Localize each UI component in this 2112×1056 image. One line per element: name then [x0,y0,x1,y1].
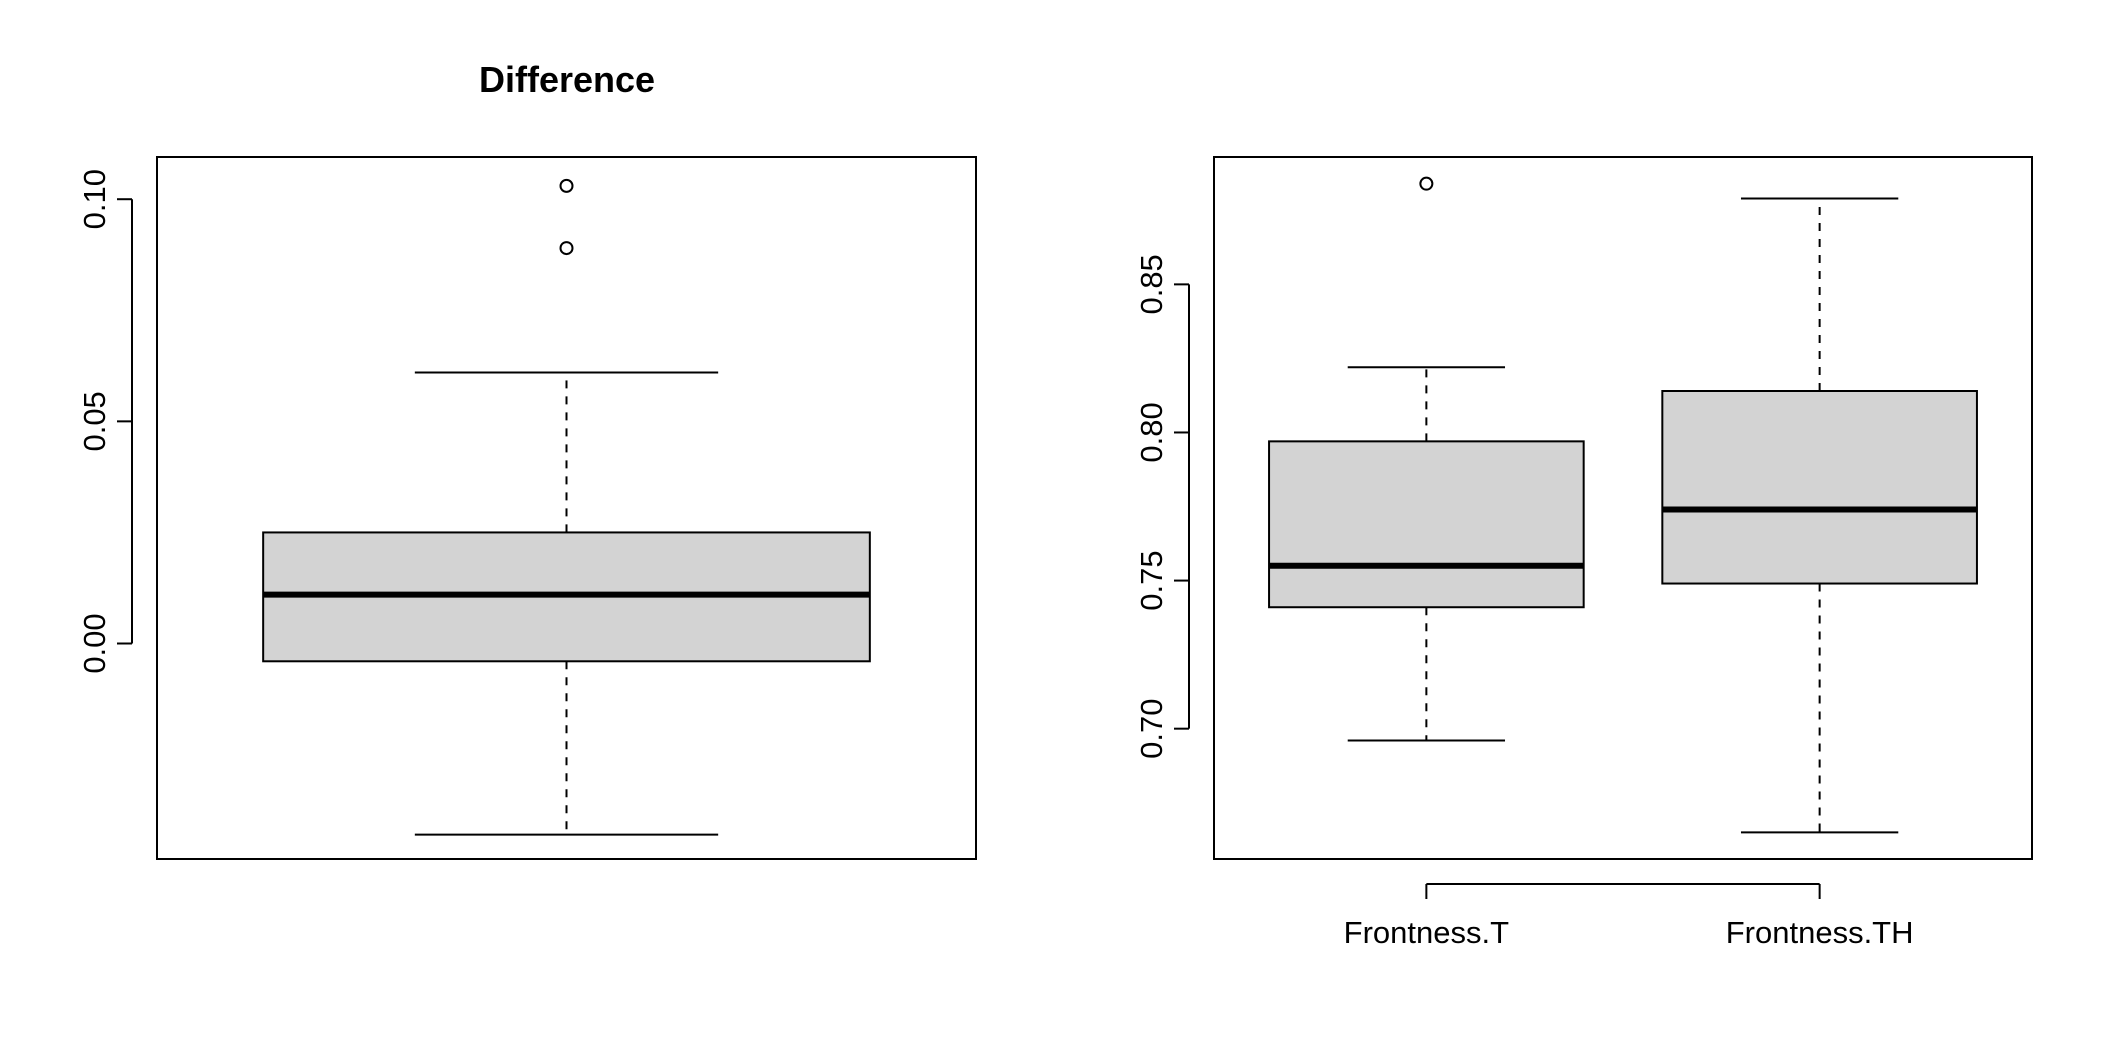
y-tick-label: 0.70 [1134,698,1169,758]
y-tick-label: 0.05 [77,391,112,451]
y-tick-label: 0.00 [77,613,112,673]
chart-title: Difference [479,59,655,100]
y-tick-label: 0.85 [1134,254,1169,314]
x-tick-label: Frontness.T [1344,915,1509,950]
interquartile-box [1661,390,1978,585]
y-tick-label: 0.80 [1134,402,1169,462]
interquartile-box [1268,440,1585,609]
box-group [1661,197,1978,834]
difference-boxplot-panel: Difference 0.00 0.05 0.10 [77,59,977,860]
y-tick-label: 0.10 [77,169,112,229]
y-tick-label: 0.75 [1134,550,1169,610]
plot-frame [156,156,977,860]
plot-frame [1213,156,2033,860]
outlier-point [559,241,574,256]
box-group [262,178,871,836]
x-tick-label: Frontness.TH [1726,915,1914,950]
frontness-boxplot-panel: 0.70 0.75 0.80 0.85 Frontness.T Frontness.TH [1134,156,2033,950]
outlier-point [559,178,574,193]
box-group [1268,176,1585,742]
outlier-point [1419,176,1434,191]
